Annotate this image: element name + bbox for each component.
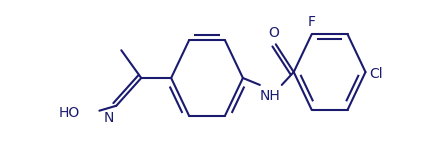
Text: HO: HO bbox=[58, 106, 79, 120]
Text: F: F bbox=[307, 15, 315, 29]
Text: Cl: Cl bbox=[368, 67, 382, 81]
Text: N: N bbox=[104, 111, 114, 125]
Text: NH: NH bbox=[259, 89, 279, 103]
Text: O: O bbox=[268, 26, 279, 40]
